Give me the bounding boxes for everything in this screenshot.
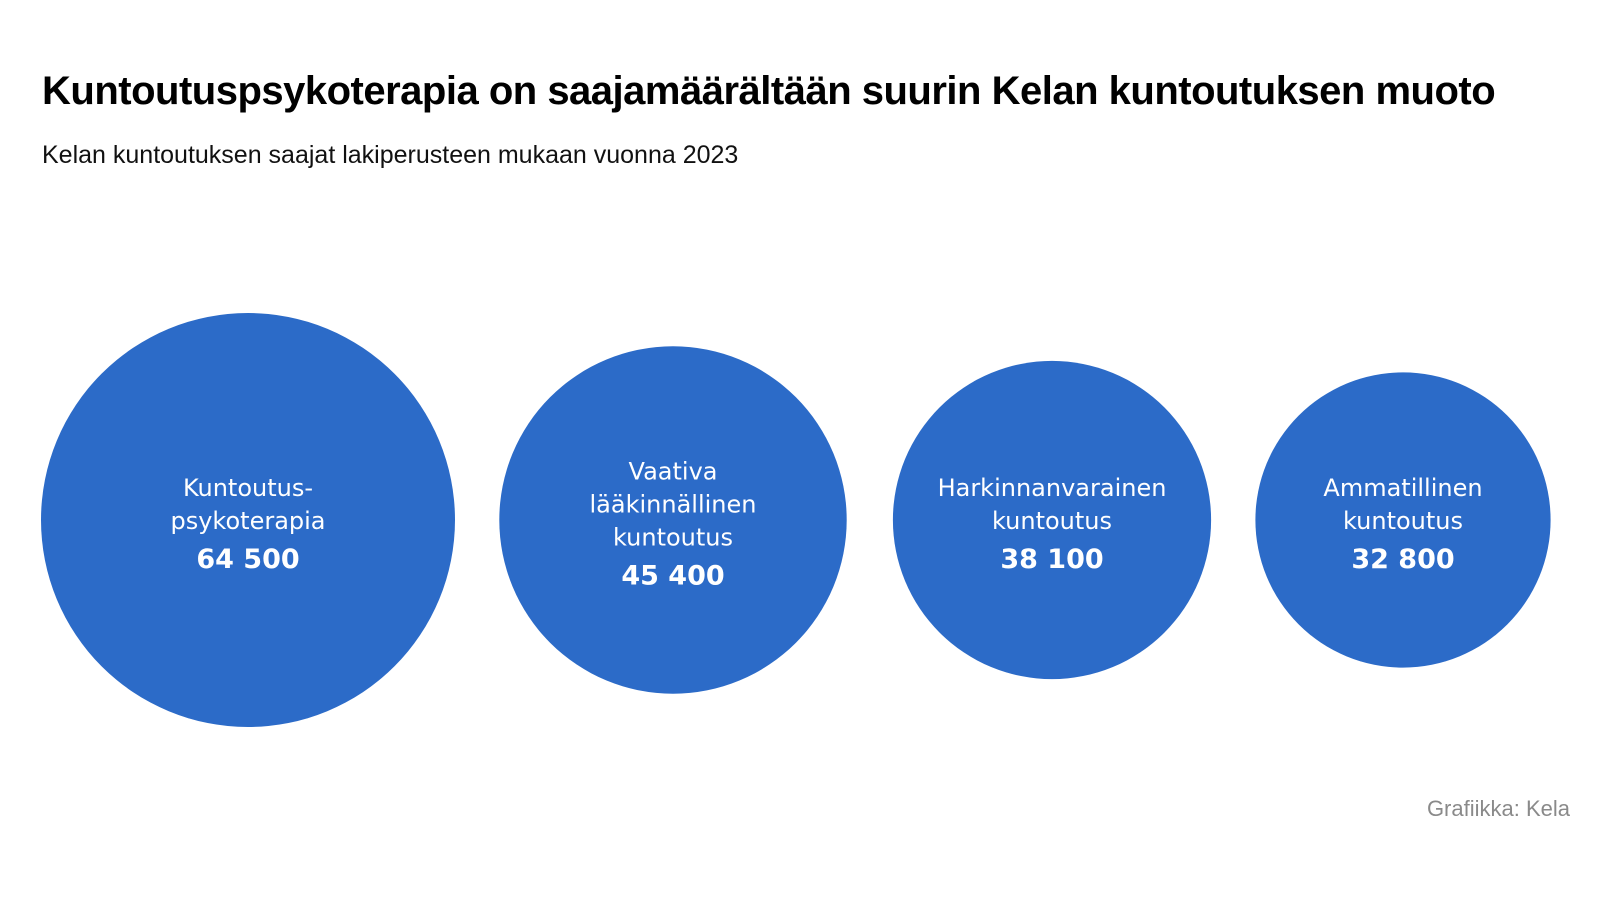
bubble-value-label: 38 100: [1000, 544, 1103, 575]
bubble-2: [499, 346, 847, 694]
bubble-label: psykoterapia: [170, 507, 325, 535]
bubble-value-label: 45 400: [621, 561, 724, 592]
source-credit: Grafiikka: Kela: [1426, 796, 1570, 821]
bubble-3: [892, 360, 1212, 680]
bubble-label: Ammatillinen: [1323, 474, 1482, 502]
bubble-label: Vaativa: [629, 458, 718, 486]
bubble-label: kuntoutus: [1343, 507, 1463, 535]
bubble-value-label: 64 500: [196, 544, 299, 575]
bubble-label: kuntoutus: [992, 507, 1112, 535]
bubble-4: [1255, 372, 1551, 668]
bubble-label: Harkinnanvarainen: [938, 474, 1167, 502]
bubble-1: [41, 313, 455, 727]
chart-title: Kuntoutuspsykoterapia on saajamäärältään…: [42, 69, 1496, 113]
bubble-label: lääkinnällinen: [590, 491, 757, 519]
bubble-label: kuntoutus: [613, 524, 733, 552]
chart-subtitle: Kelan kuntoutuksen saajat lakiperusteen …: [42, 141, 739, 169]
bubble-value-label: 32 800: [1351, 544, 1454, 575]
bubble-label: Kuntoutus-: [183, 474, 313, 502]
